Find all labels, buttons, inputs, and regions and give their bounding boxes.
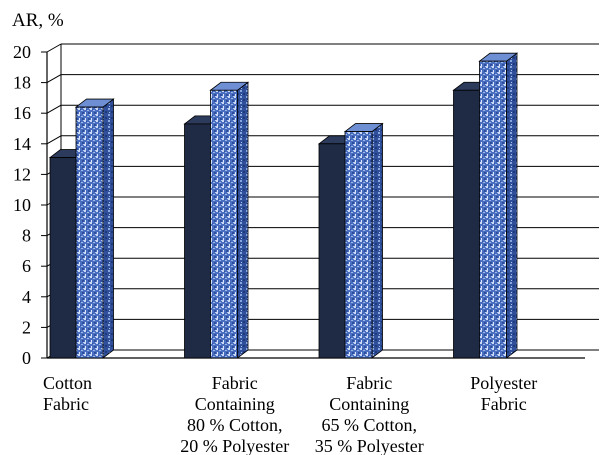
category-label-line: 20 % Polyester xyxy=(180,436,289,455)
y-tick-label: 12 xyxy=(13,164,31,184)
y-tick-label: 20 xyxy=(13,42,31,62)
bar-series-2-cat-3 xyxy=(344,131,373,359)
y-tick-label: 8 xyxy=(22,226,31,246)
gridline-side-14 xyxy=(46,135,62,145)
y-tick-label: 2 xyxy=(22,317,31,337)
category-label-line: 80 % Cotton, xyxy=(187,415,283,435)
category-label-line: 35 % Polyester xyxy=(315,436,424,455)
category-label-line: Cotton xyxy=(43,373,92,393)
category-label-line: Polyester xyxy=(470,373,537,393)
y-tick-label: 16 xyxy=(13,103,31,123)
category-label-line: Fabric xyxy=(481,394,527,414)
category-label-1: Cotton Fabric xyxy=(43,373,92,414)
category-label-4: Polyester Fabric xyxy=(470,373,537,414)
bars xyxy=(48,52,519,359)
category-label-line: Containing xyxy=(195,394,275,414)
y-tick-label: 18 xyxy=(13,73,31,93)
category-label-line: Fabric xyxy=(212,373,258,393)
bar-series-2-cat-4 xyxy=(479,60,507,359)
y-tick-labels: 0 2 4 6 8 10 12 14 16 18 20 xyxy=(13,42,31,368)
y-tick-label: 4 xyxy=(22,287,31,307)
category-label-line: Containing xyxy=(329,394,409,414)
bar-series-1-cat-4 xyxy=(453,89,481,359)
gridline-side-16 xyxy=(46,104,62,114)
category-label-line: Fabric xyxy=(43,394,89,414)
y-axis-title: AR, % xyxy=(12,10,64,31)
bar-series-2-cat-1 xyxy=(75,106,104,359)
y-tick-label: 14 xyxy=(13,134,31,154)
category-label-line: 65 % Cotton, xyxy=(321,415,417,435)
gridline-side-18 xyxy=(46,74,62,84)
category-label-line: Fabric xyxy=(346,373,392,393)
bar-series-2-cat-2 xyxy=(210,89,238,359)
bar-side xyxy=(371,122,383,359)
bar-series-1-cat-2 xyxy=(184,123,212,359)
category-label-3: Fabric Containing 65 % Cotton, 35 % Polyest… xyxy=(315,373,424,455)
y-tick-label: 10 xyxy=(13,195,31,215)
bar-series-1-cat-1 xyxy=(49,157,78,359)
bar-side xyxy=(102,98,114,359)
bar-side xyxy=(237,81,249,359)
y-tick-label: 0 xyxy=(22,348,31,368)
bar-side xyxy=(506,52,518,359)
gridline-side-20 xyxy=(46,43,62,53)
y-tick-label: 6 xyxy=(22,256,31,276)
category-label-2: Fabric Containing 80 % Cotton, 20 % Polyest… xyxy=(180,373,289,455)
bar-series-1-cat-3 xyxy=(318,143,347,359)
